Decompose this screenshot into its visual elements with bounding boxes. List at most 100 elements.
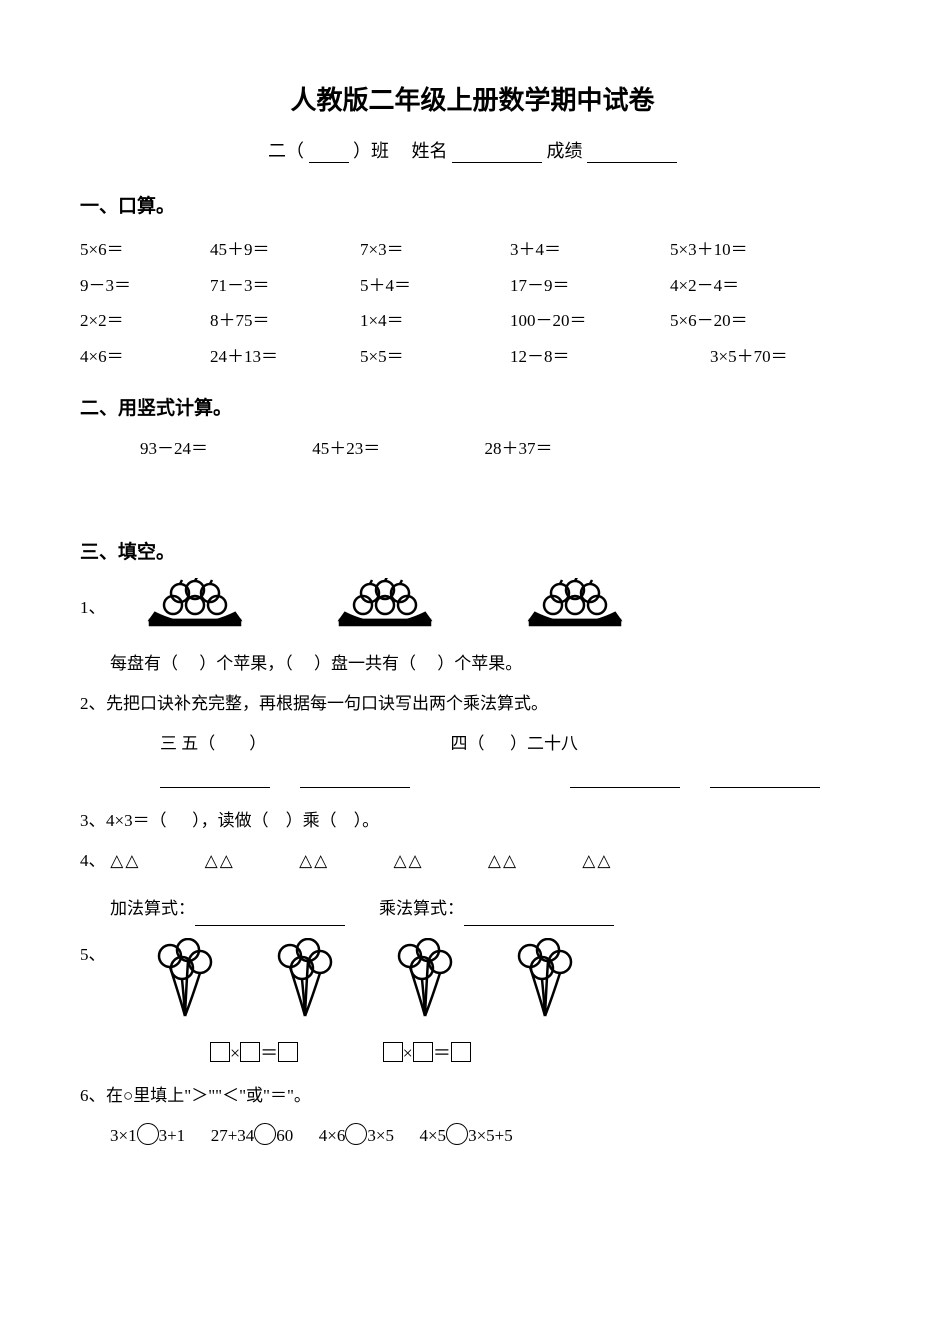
q1-num: 1、 [80, 591, 106, 625]
q6-items: 3×13+1 27+3460 4×63×5 4×53×5+5 [110, 1119, 865, 1153]
expr: 3×5 [367, 1126, 394, 1145]
q6-text: 在○里填上"＞""＜"或"＝"。 [106, 1086, 311, 1105]
section-1-head: 一、口算。 [80, 191, 865, 218]
q2-right-b: ）二十八 [510, 734, 578, 753]
q1-row: 1、 [80, 578, 865, 641]
compare-circle[interactable] [254, 1123, 276, 1145]
calc-cell: 45＋9＝ [210, 232, 360, 268]
q1-d: ）个苹果。 [437, 654, 522, 673]
add-label: 加法算式： [110, 899, 195, 918]
answer-box[interactable] [278, 1042, 298, 1062]
calc-cell: 12－8＝ [510, 339, 670, 375]
calc-cell: 3×5＋70＝ [670, 339, 890, 375]
calc-row: 2×2＝ 8＋75＝ 1×4＝ 100－20＝ 5×6－20＝ [80, 303, 865, 339]
balloon-bunch-icon [510, 938, 580, 1023]
q2-right-a: 四（ [451, 734, 485, 753]
mul-eq-blank[interactable] [464, 907, 614, 926]
calc-row: 4×6＝ 24＋13＝ 5×5＝ 12－8＝ 3×5＋70＝ [80, 339, 865, 375]
calc-cell: 4×2－4＝ [670, 268, 850, 304]
q1-b: ）个苹果，（ [199, 654, 293, 673]
triangle-pair-icon: △△ [582, 844, 612, 878]
calc-cell: 24＋13＝ [210, 339, 360, 375]
calc-cell: 71－3＝ [210, 268, 360, 304]
expr: 27+34 [211, 1126, 255, 1145]
times-sign: × [230, 1043, 240, 1063]
q6-row: 6、在○里填上"＞""＜"或"＝"。 [80, 1079, 865, 1113]
compare-circle[interactable] [345, 1123, 367, 1145]
score-blank[interactable] [587, 144, 677, 163]
q1-c: ）盘一共有（ [314, 654, 416, 673]
balloon-bunch-icon [390, 938, 460, 1023]
expr: 3×5+5 [468, 1126, 513, 1145]
eq-block: ×＝ [383, 1039, 471, 1065]
triangle-pair-icon: △△ [488, 844, 518, 878]
q2-row: 2、先把口诀补充完整，再根据每一句口诀写出两个乘法算式。 [80, 687, 865, 721]
q5-num: 5、 [80, 938, 106, 972]
q4-row: 4、 △△ △△ △△ △△ △△ △△ [80, 844, 865, 878]
q4-eq-row: 加法算式： 乘法算式： [110, 892, 865, 926]
answer-blank[interactable] [570, 769, 680, 788]
class-suffix: ）班 [353, 141, 389, 161]
balloon-bunch-icon [270, 938, 340, 1023]
q2-num: 2、 [80, 687, 106, 721]
q5-eq-row: ×＝ ×＝ [210, 1039, 865, 1065]
mul-label: 乘法算式： [379, 899, 464, 918]
compare-circle[interactable] [446, 1123, 468, 1145]
times-sign: × [403, 1043, 413, 1063]
calc-cell: 5×5＝ [360, 339, 510, 375]
q3-a: 4×3＝（ [106, 811, 167, 830]
calc-row: 9－3＝ 71－3＝ 5＋4＝ 17－9＝ 4×2－4＝ [80, 268, 865, 304]
q3-num: 3、 [80, 804, 106, 838]
answer-blank[interactable] [160, 769, 270, 788]
q4-num: 4、 [80, 844, 106, 878]
expr: 3×1 [110, 1126, 137, 1145]
triangle-pair-icon: △△ [205, 844, 235, 878]
calc-cell: 5×6－20＝ [670, 303, 850, 339]
exam-page: 人教版二年级上册数学期中试卷 二（ ）班 姓名 成绩 一、口算。 5×6＝ 45… [0, 0, 945, 1337]
fruit-plate-icon [330, 578, 440, 633]
triangle-pair-icon: △△ [110, 844, 140, 878]
expr: 4×6 [319, 1126, 346, 1145]
vertical-item: 93－24＝ [140, 434, 208, 459]
answer-box[interactable] [240, 1042, 260, 1062]
q3-d: ）。 [354, 811, 380, 830]
q1-text: 每盘有（ ）个苹果，（ ）盘一共有（ ）个苹果。 [110, 647, 865, 681]
add-eq-blank[interactable] [195, 907, 345, 926]
section-2-head: 二、用竖式计算。 [80, 393, 865, 420]
vertical-item: 28＋37＝ [485, 434, 553, 459]
name-label: 姓名 [412, 141, 448, 161]
fruit-plate-icon [140, 578, 250, 633]
calc-row: 5×6＝ 45＋9＝ 7×3＝ 3＋4＝ 5×3＋10＝ [80, 232, 865, 268]
answer-box[interactable] [451, 1042, 471, 1062]
student-info-line: 二（ ）班 姓名 成绩 [80, 137, 865, 163]
answer-box[interactable] [413, 1042, 433, 1062]
class-blank[interactable] [309, 144, 349, 163]
q1-a: 每盘有（ [110, 654, 178, 673]
answer-blank[interactable] [300, 769, 410, 788]
q6-num: 6、 [80, 1079, 106, 1113]
answer-blank[interactable] [710, 769, 820, 788]
fruit-plate-icon [520, 578, 630, 633]
q2-left-a: 三 五（ [160, 734, 215, 753]
answer-box[interactable] [383, 1042, 403, 1062]
score-label: 成绩 [547, 141, 583, 161]
calc-cell: 9－3＝ [80, 268, 210, 304]
triangle-pair-icon: △△ [393, 844, 423, 878]
calc-cell: 2×2＝ [80, 303, 210, 339]
name-blank[interactable] [452, 144, 542, 163]
q5-row: 5、 [80, 938, 865, 1033]
balloon-bunch-icon [150, 938, 220, 1023]
calc-cell: 1×4＝ [360, 303, 510, 339]
expr: 4×5 [419, 1126, 446, 1145]
calc-cell: 5×3＋10＝ [670, 232, 850, 268]
q3-c: ）乘（ [286, 811, 337, 830]
eq-block: ×＝ [210, 1039, 298, 1065]
oral-calc-grid: 5×6＝ 45＋9＝ 7×3＝ 3＋4＝ 5×3＋10＝ 9－3＝ 71－3＝ … [80, 232, 865, 375]
compare-circle[interactable] [137, 1123, 159, 1145]
calc-cell: 4×6＝ [80, 339, 210, 375]
answer-box[interactable] [210, 1042, 230, 1062]
calc-cell: 5＋4＝ [360, 268, 510, 304]
q3-row: 3、4×3＝（ ），读做（ ）乘（ ）。 [80, 804, 865, 838]
triangle-pair-icon: △△ [299, 844, 329, 878]
calc-cell: 100－20＝ [510, 303, 670, 339]
